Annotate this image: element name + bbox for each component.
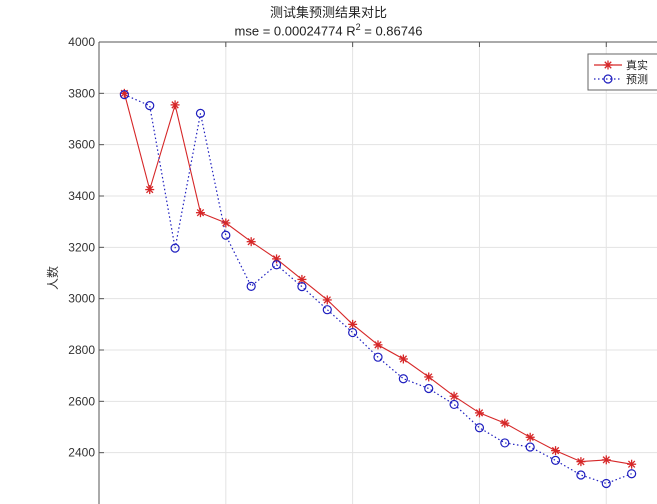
data-point-series-1 — [449, 391, 459, 401]
data-point-series-1 — [221, 218, 231, 228]
data-point-series-1 — [322, 295, 332, 305]
data-point-series-1 — [170, 100, 180, 110]
legend-box — [587, 53, 657, 91]
data-point-series-1 — [145, 185, 155, 195]
data-point-series-1 — [576, 457, 586, 467]
legend-marker-2 — [603, 74, 613, 84]
data-point-series-1 — [398, 354, 408, 364]
asterisk-stroke — [348, 320, 357, 329]
data-point-series-1 — [246, 237, 256, 247]
data-point-series-2 — [145, 101, 155, 111]
y-tick-label: 3000 — [68, 292, 95, 306]
asterisk-stroke — [577, 457, 585, 466]
data-point-series-2 — [119, 90, 129, 100]
data-point-series-1 — [500, 418, 510, 428]
asterisk-stroke — [196, 208, 205, 217]
y-tick-label: 3200 — [68, 240, 95, 254]
data-point-series-2 — [373, 352, 383, 362]
asterisk-stroke — [425, 373, 433, 381]
chart-subtitle: mse = 0.00024774 R2 = 0.86746 — [0, 22, 657, 38]
data-point-series-2 — [424, 383, 434, 394]
asterisk-stroke — [298, 275, 306, 284]
data-point-series-1 — [525, 432, 535, 442]
legend-marker-1 — [603, 60, 613, 70]
data-point-series-2 — [297, 282, 307, 292]
subtitle-mse: mse = 0.00024774 R — [234, 23, 356, 39]
data-point-series-1 — [474, 408, 484, 418]
data-point-series-2 — [449, 399, 459, 410]
asterisk-stroke — [399, 355, 408, 363]
data-point-series-2 — [525, 442, 535, 452]
data-point-series-1 — [348, 319, 358, 329]
data-point-series-2 — [246, 281, 256, 291]
subtitle-r-superscript: 2 — [355, 22, 361, 32]
asterisk-stroke — [323, 296, 331, 304]
data-point-series-2 — [271, 260, 282, 270]
asterisk-stroke — [171, 101, 179, 109]
data-point-series-2 — [170, 243, 180, 253]
data-point-series-1 — [424, 372, 434, 382]
asterisk-stroke — [604, 61, 612, 69]
data-point-series-2 — [195, 108, 206, 118]
asterisk-stroke — [551, 446, 560, 455]
data-point-series-2 — [500, 438, 510, 448]
y-tick-label: 2600 — [68, 394, 95, 408]
data-point-series-2 — [348, 327, 358, 338]
data-point-series-2 — [550, 455, 561, 465]
data-point-series-2 — [601, 478, 611, 489]
series-markers — [119, 88, 637, 489]
plot-area — [99, 42, 657, 504]
data-point-series-2 — [398, 374, 408, 384]
asterisk-stroke — [602, 456, 610, 464]
data-point-series-1 — [195, 208, 205, 218]
data-point-series-2 — [221, 230, 231, 240]
series-line-2 — [124, 94, 632, 485]
asterisk-stroke — [627, 460, 636, 468]
y-tick-label: 2800 — [68, 343, 95, 357]
asterisk-stroke — [501, 419, 509, 427]
y-tick-label: 3800 — [68, 86, 95, 100]
chart-title: 测试集预测结果对比 — [269, 5, 387, 20]
data-point-series-2 — [322, 305, 332, 315]
data-point-series-2 — [576, 470, 586, 480]
asterisk-stroke — [374, 341, 382, 349]
data-point-series-2 — [627, 469, 637, 479]
y-ticks: 2400 2600 2800 3000 3200 3400 3600 3800 4000 — [68, 35, 607, 460]
data-point-series-1 — [601, 455, 611, 465]
data-point-series-2 — [474, 423, 485, 433]
legend-label-1: 真实 — [626, 58, 648, 72]
legend-label-2: 预测 — [626, 73, 648, 86]
asterisk-stroke — [247, 237, 255, 246]
asterisk-stroke — [450, 392, 458, 400]
data-point-series-1 — [373, 340, 383, 350]
axes — [98, 41, 657, 504]
asterisk-stroke — [475, 409, 484, 417]
asterisk-stroke — [146, 185, 154, 194]
asterisk-stroke — [222, 219, 230, 227]
y-tick-label: 4000 — [68, 35, 95, 49]
y-tick-label: 3600 — [68, 138, 95, 152]
y-tick-label: 3400 — [68, 189, 95, 203]
y-tick-label: 2400 — [68, 446, 95, 460]
data-point-series-1 — [627, 459, 637, 469]
data-point-series-1 — [551, 446, 561, 456]
asterisk-stroke — [526, 433, 534, 441]
subtitle-r-value: = 0.86746 — [360, 23, 423, 39]
